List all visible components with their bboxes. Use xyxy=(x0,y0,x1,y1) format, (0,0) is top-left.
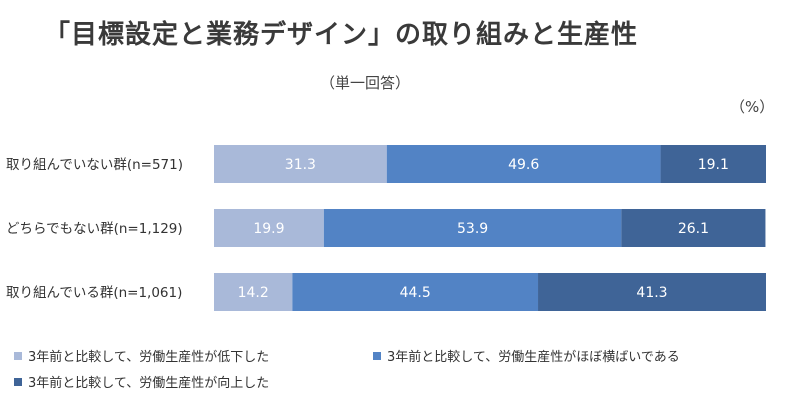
data-label: 31.3 xyxy=(285,157,316,173)
data-label: 49.6 xyxy=(508,157,539,173)
legend-swatch-flat xyxy=(373,351,381,360)
bar-segment xyxy=(538,273,766,311)
legend-item-flat: 3年前と比較して、労働生産性がほぼ横ばいである xyxy=(373,346,680,365)
data-label: 53.9 xyxy=(457,221,488,237)
bar-segment xyxy=(621,209,766,247)
legend-label-flat: 3年前と比較して、労働生産性がほぼ横ばいである xyxy=(387,350,680,365)
chart-title: 「目標設定と業務デザイン」の取り組みと生産性 xyxy=(44,20,639,50)
bar-segment xyxy=(214,209,324,247)
category-label: 取り組んでいない群(n=571) xyxy=(6,157,183,173)
bar-segment xyxy=(214,145,387,183)
category-label: どちらでもない群(n=1,129) xyxy=(6,221,183,237)
bar-segment xyxy=(292,273,539,311)
bar-segment xyxy=(214,273,293,311)
data-label: 41.3 xyxy=(636,285,667,301)
data-label: 14.2 xyxy=(238,285,269,301)
legend-label-decreased: 3年前と比較して、労働生産性が低下した xyxy=(28,350,270,365)
data-label: 19.1 xyxy=(698,157,729,173)
chart-subtitle: （単一回答） xyxy=(320,74,411,92)
legend-item-decreased: 3年前と比較して、労働生産性が低下した xyxy=(14,346,269,365)
unit-label: （%） xyxy=(730,98,775,116)
bar-segment xyxy=(386,145,661,183)
legend-swatch-improved xyxy=(14,377,22,386)
data-label: 44.5 xyxy=(400,285,431,301)
bar-segment xyxy=(323,209,622,247)
legend-label-improved: 3年前と比較して、労働生産性が向上した xyxy=(28,376,270,391)
category-label: 取り組んでいる群(n=1,061) xyxy=(6,285,182,301)
data-label: 19.9 xyxy=(253,221,284,237)
bar-segment xyxy=(660,145,766,183)
legend-swatch-decreased xyxy=(14,351,22,360)
data-label: 26.1 xyxy=(678,221,709,237)
legend-item-improved: 3年前と比較して、労働生産性が向上した xyxy=(14,372,269,391)
